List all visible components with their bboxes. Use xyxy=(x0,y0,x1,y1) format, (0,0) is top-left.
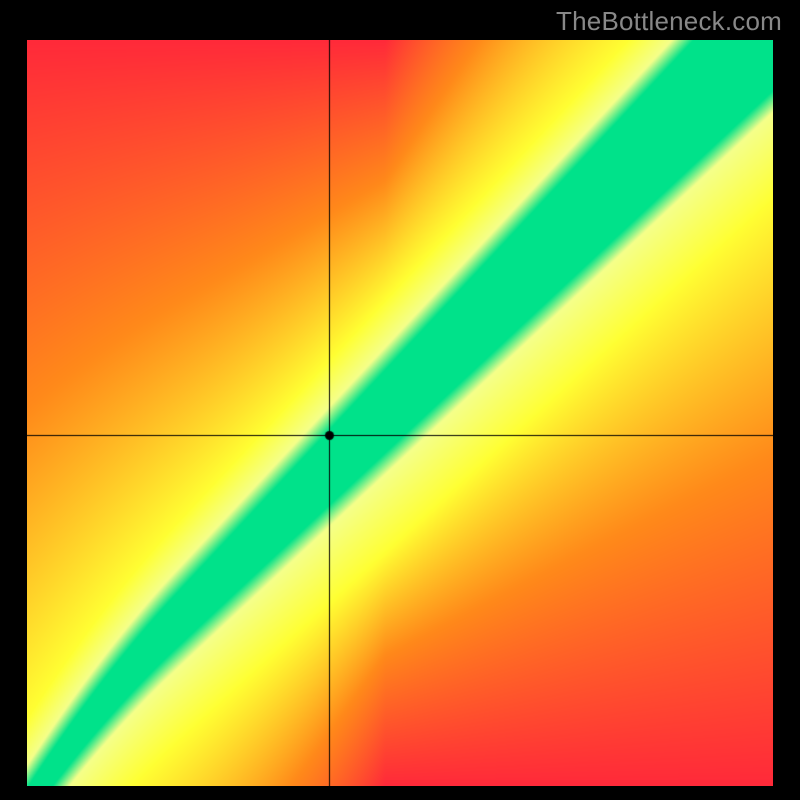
crosshair-overlay xyxy=(27,40,773,786)
attribution-text: TheBottleneck.com xyxy=(556,6,782,37)
chart-container: { "attribution": "TheBottleneck.com", "c… xyxy=(0,0,800,800)
